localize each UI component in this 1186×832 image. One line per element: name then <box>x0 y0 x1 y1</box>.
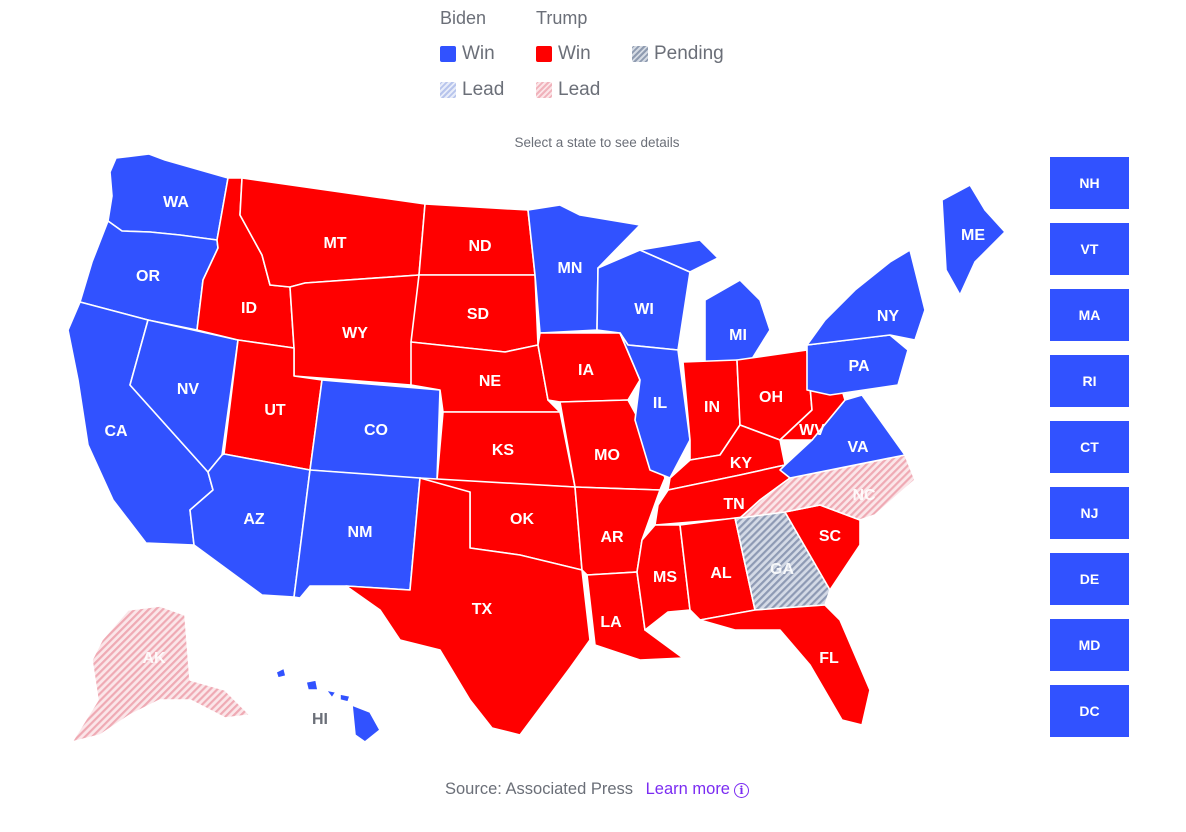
state-ak[interactable] <box>71 605 251 743</box>
state-il[interactable] <box>619 332 691 479</box>
biden-win-swatch <box>440 46 456 62</box>
state-button-nj[interactable]: NJ <box>1050 487 1129 539</box>
state-button-ct[interactable]: CT <box>1050 421 1129 473</box>
state-button-dc[interactable]: DC <box>1050 685 1129 737</box>
state-label-ar: AR <box>600 529 624 546</box>
legend-biden-header: Biden <box>440 8 487 28</box>
state-label-ms: MS <box>653 569 677 586</box>
state-label-me: ME <box>961 227 985 244</box>
state-label-ca: CA <box>104 423 128 440</box>
state-button-ma[interactable]: MA <box>1050 289 1129 341</box>
state-label-oh: OH <box>759 389 783 406</box>
legend-trump-lead-label: Lead <box>558 79 601 100</box>
state-label-ia: IA <box>578 362 594 379</box>
state-label-al: AL <box>710 565 732 582</box>
learn-more-label: Learn more <box>645 780 730 798</box>
legend-pending-label: Pending <box>654 43 724 64</box>
state-label-pa: PA <box>848 358 869 375</box>
state-va[interactable] <box>779 394 906 479</box>
info-icon: i <box>734 783 749 798</box>
learn-more-link[interactable]: Learn more i <box>646 780 749 798</box>
state-label-nm: NM <box>348 524 373 541</box>
biden-lead-swatch <box>440 82 456 98</box>
state-mt[interactable] <box>239 177 426 288</box>
legend-biden-lead: Lead <box>440 79 504 101</box>
state-button-md[interactable]: MD <box>1050 619 1129 671</box>
state-label-ut: UT <box>264 402 286 419</box>
state-button-vt[interactable]: VT <box>1050 223 1129 275</box>
state-label-nc: NC <box>852 487 876 504</box>
state-label-ky: KY <box>730 455 753 472</box>
legend-trump-lead: Lead <box>536 79 600 101</box>
source-text: Source: Associated Press <box>445 780 634 798</box>
legend-biden-win: Win <box>440 43 495 65</box>
state-button-de[interactable]: DE <box>1050 553 1129 605</box>
state-hi[interactable] <box>275 667 381 743</box>
state-label-or: OR <box>136 268 160 285</box>
state-label-ny: NY <box>877 308 900 325</box>
legend-trump-header: Trump <box>536 8 588 28</box>
state-tx[interactable] <box>345 477 591 736</box>
state-label-tx: TX <box>472 601 493 618</box>
state-label-sc: SC <box>819 528 842 545</box>
state-label-az: AZ <box>243 511 265 528</box>
state-ny[interactable] <box>806 249 926 346</box>
state-label-ne: NE <box>479 373 502 390</box>
map-instruction: Select a state to see details <box>514 135 680 150</box>
state-fl[interactable] <box>699 604 871 726</box>
state-label-ga: GA <box>770 561 794 578</box>
footer: Source: Associated Press Learn more i <box>0 780 1186 799</box>
state-label-sd: SD <box>467 306 489 323</box>
state-label-ak: AK <box>142 650 166 667</box>
state-button-nh[interactable]: NH <box>1050 157 1129 209</box>
state-label-mn: MN <box>558 260 583 277</box>
trump-lead-swatch <box>536 82 552 98</box>
state-label-in: IN <box>704 399 720 416</box>
state-label-fl: FL <box>819 650 839 667</box>
state-label-wv: WV <box>799 422 825 439</box>
legend-biden-lead-label: Lead <box>462 79 505 100</box>
state-label-mt: MT <box>323 235 346 252</box>
state-label-ks: KS <box>492 442 515 459</box>
state-label-tn: TN <box>723 496 744 513</box>
state-button-ri[interactable]: RI <box>1050 355 1129 407</box>
legend-trump-win-label: Win <box>558 43 591 64</box>
state-label-nv: NV <box>177 381 200 398</box>
trump-win-swatch <box>536 46 552 62</box>
state-label-id: ID <box>241 300 257 317</box>
state-label-mo: MO <box>594 447 620 464</box>
legend-biden-win-label: Win <box>462 43 495 64</box>
state-ms[interactable] <box>636 524 691 631</box>
state-label-co: CO <box>364 422 388 439</box>
state-label-va: VA <box>847 439 868 456</box>
state-label-mi: MI <box>729 327 747 344</box>
state-me[interactable] <box>941 184 1006 296</box>
state-label-wi: WI <box>634 301 654 318</box>
pending-swatch <box>632 46 648 62</box>
legend-pending: Pending <box>632 43 724 65</box>
state-label-ok: OK <box>510 511 534 528</box>
state-label-la: LA <box>600 614 622 631</box>
state-label-wa: WA <box>163 194 189 211</box>
state-label-hi: HI <box>312 711 328 728</box>
state-label-wy: WY <box>342 325 368 342</box>
state-label-il: IL <box>653 395 667 412</box>
state-label-nd: ND <box>468 238 491 255</box>
legend-trump-win: Win <box>536 43 591 65</box>
